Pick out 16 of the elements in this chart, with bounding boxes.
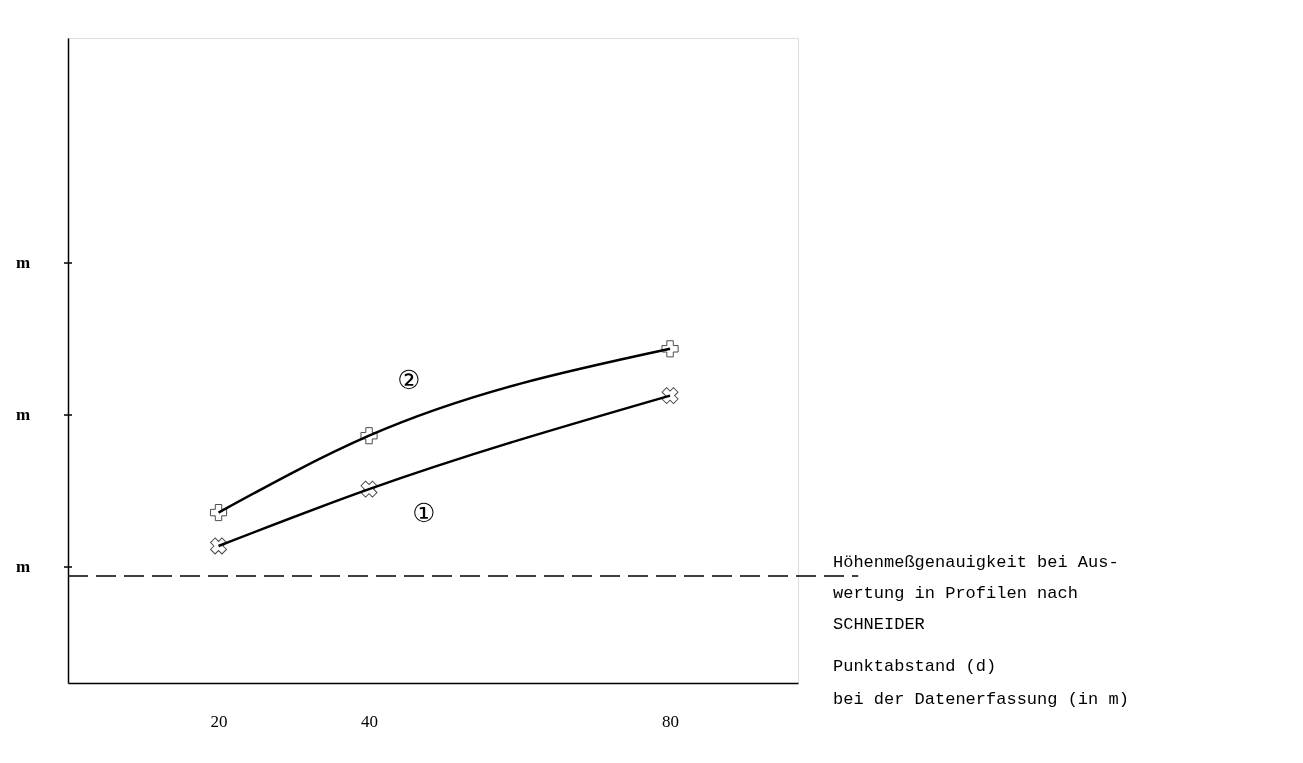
x-tick-label: 80 bbox=[662, 711, 680, 731]
x-tick-label: 40 bbox=[361, 711, 379, 731]
text: m bbox=[15, 405, 31, 424]
series-label: ① bbox=[412, 498, 436, 529]
text: m bbox=[15, 557, 31, 576]
point bbox=[209, 504, 228, 522]
text: m bbox=[15, 253, 31, 272]
x-axis-title: Punktabstand (d) bei der Datenerfassung (in m) bbox=[833, 657, 1129, 709]
point bbox=[360, 480, 378, 498]
point bbox=[360, 427, 378, 445]
series-label: ② bbox=[397, 364, 421, 395]
x-tick-label: 20 bbox=[210, 711, 228, 731]
point bbox=[210, 537, 227, 555]
point bbox=[661, 387, 679, 405]
point bbox=[661, 340, 679, 358]
ref-line-label: Höhenmeßgenauigkeit bei Aus- wertung in Profilen nach SCHNEIDER bbox=[833, 553, 1119, 635]
